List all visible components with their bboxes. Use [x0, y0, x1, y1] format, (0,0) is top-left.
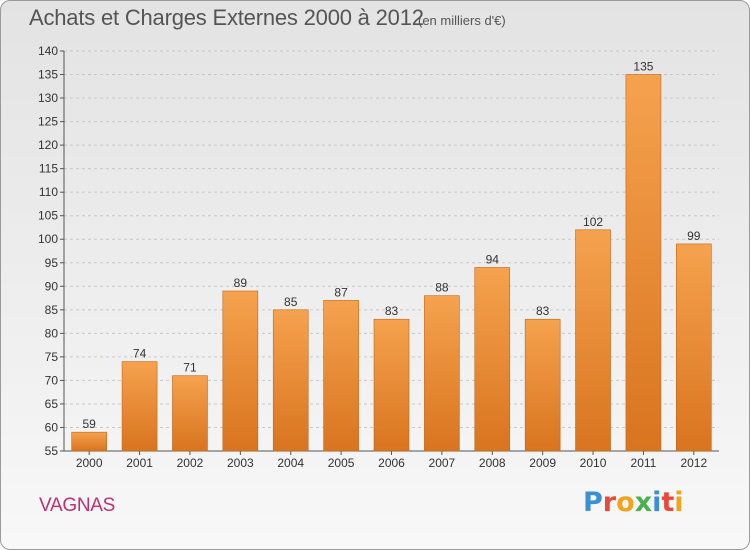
y-tick-label: 135 — [38, 68, 58, 82]
chart-title: Achats et Charges Externes 2000 à 2012 — [29, 5, 424, 30]
bar-2011 — [625, 74, 662, 452]
y-tick-label: 55 — [45, 444, 59, 458]
bar-2001 — [121, 361, 158, 452]
logo-letter: i — [674, 487, 684, 518]
x-tick-label-2002: 2002 — [177, 456, 204, 470]
x-tick-label-2003: 2003 — [227, 456, 254, 470]
value-label-2008: 94 — [486, 252, 500, 266]
x-tick-label-2007: 2007 — [429, 456, 456, 470]
value-label-2012: 99 — [687, 229, 701, 243]
bar-2003 — [222, 290, 259, 452]
logo-letter: t — [661, 487, 675, 518]
logo-letter: r — [602, 487, 617, 518]
y-tick-label: 125 — [38, 115, 58, 129]
y-tick-label: 95 — [45, 256, 59, 270]
commune-name: VAGNAS — [39, 495, 115, 516]
bar-2009 — [524, 318, 561, 452]
y-tick-label: 105 — [38, 209, 58, 223]
value-label-2009: 83 — [536, 304, 550, 318]
value-label-2011: 135 — [633, 60, 653, 74]
value-label-2003: 89 — [234, 276, 248, 290]
value-label-2001: 74 — [133, 347, 147, 361]
x-tick-label-2011: 2011 — [631, 456, 657, 470]
y-tick-label: 70 — [45, 373, 59, 387]
value-label-2006: 83 — [385, 304, 399, 318]
bar-2006 — [373, 318, 410, 452]
y-tick-label: 110 — [39, 185, 58, 199]
x-tick-label-2006: 2006 — [378, 456, 405, 470]
bar-2005 — [323, 300, 359, 452]
y-tick-label: 65 — [45, 397, 59, 411]
value-label-2004: 85 — [284, 295, 298, 309]
y-tick-label: 75 — [45, 350, 59, 364]
y-tick-label: 60 — [45, 420, 59, 434]
bar-2012 — [676, 243, 712, 452]
y-tick-label: 120 — [38, 138, 58, 152]
bars — [71, 74, 712, 452]
logo-letter: x — [634, 487, 653, 518]
y-tick-label: 100 — [38, 232, 58, 246]
x-tick-label-2004: 2004 — [277, 456, 304, 470]
y-tick-label: 90 — [45, 279, 59, 293]
bar-2007 — [424, 295, 460, 452]
logo-letter: i — [652, 487, 662, 518]
bar-2004 — [272, 309, 309, 452]
value-label-2000: 59 — [83, 417, 97, 431]
proxiti-logo: Proxiti — [583, 487, 684, 518]
x-tick-label-2005: 2005 — [328, 456, 355, 470]
logo-letter: P — [583, 487, 603, 518]
x-tick-label-2000: 2000 — [76, 456, 103, 470]
chart-subtitle: (en milliers d'€) — [418, 13, 506, 28]
value-label-2005: 87 — [334, 285, 348, 299]
bar-2008 — [474, 267, 511, 452]
y-tick-label: 130 — [38, 91, 58, 105]
x-tick-label-2001: 2001 — [126, 456, 153, 470]
x-tick-label-2012: 2012 — [680, 456, 707, 470]
y-tick-label: 115 — [39, 162, 58, 176]
labels: 55 60 65 70 75 80 85 90 95 100 105 110 115 120 125 130 1… — [38, 44, 708, 470]
value-label-2007: 88 — [435, 281, 449, 295]
y-tick-label: 80 — [45, 326, 59, 340]
value-label-2010: 102 — [583, 215, 603, 229]
x-tick-label-2009: 2009 — [529, 456, 556, 470]
y-tick-label: 140 — [38, 44, 58, 58]
bar-2002 — [172, 375, 208, 452]
bar-2000 — [71, 431, 107, 452]
x-tick-label-2010: 2010 — [580, 456, 607, 470]
x-tick-label-2008: 2008 — [479, 456, 506, 470]
y-tick-label: 85 — [45, 303, 59, 317]
value-label-2002: 71 — [183, 361, 197, 375]
bar-2010 — [575, 229, 611, 452]
logo-letter: o — [616, 487, 635, 518]
